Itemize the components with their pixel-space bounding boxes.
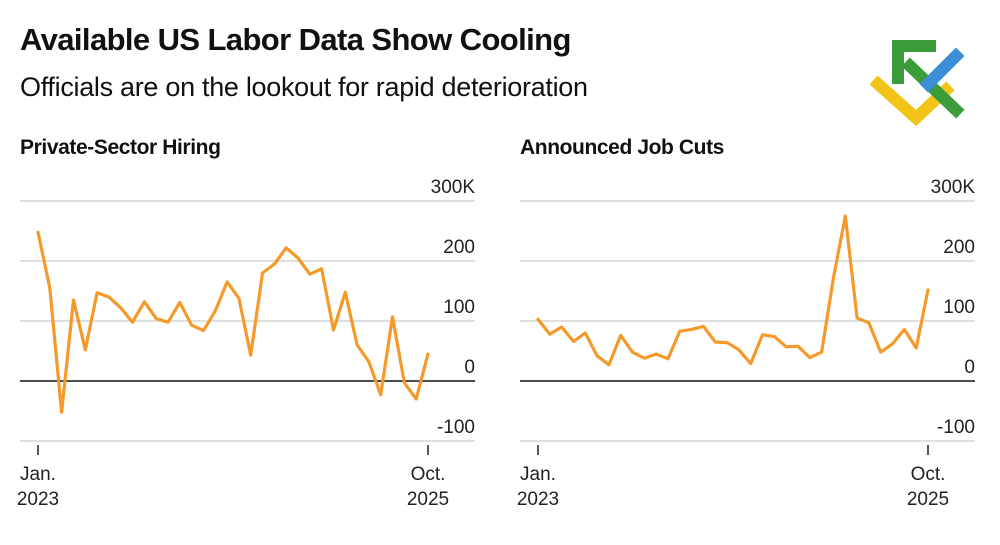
y-tick-label: 100 bbox=[443, 297, 475, 318]
y-tick-label: 100 bbox=[943, 297, 975, 318]
private-hiring-title: Private-Sector Hiring bbox=[20, 136, 221, 159]
y-tick-label: -100 bbox=[437, 417, 475, 438]
x-start-month-label: Jan. bbox=[520, 464, 556, 485]
x-start-month-label: Jan. bbox=[20, 464, 56, 485]
brand-logo bbox=[870, 40, 965, 127]
job-cuts-panel: Announced Job Cuts 300K 200 100 0 -100 Jan. 20… bbox=[517, 130, 1000, 540]
x-start-year-label: 2023 bbox=[517, 489, 559, 510]
chart-subtitle: Officials are on the lookout for rapid d… bbox=[20, 72, 588, 102]
x-end-month-label: Oct. bbox=[911, 464, 946, 485]
x-end-year-label: 2025 bbox=[407, 489, 449, 510]
chart-title: Available US Labor Data Show Cooling bbox=[20, 22, 571, 57]
y-tick-label: 300K bbox=[931, 177, 976, 198]
x-start-year-label: 2023 bbox=[17, 489, 59, 510]
logo-yellow-chevron bbox=[870, 75, 955, 127]
logo-green-diagonal bbox=[901, 57, 965, 119]
y-tick-label: 200 bbox=[943, 237, 975, 258]
job-cuts-chart: 300K 200 100 0 -100 Jan. 2023 Oct. 2025 bbox=[517, 177, 976, 510]
x-end-year-label: 2025 bbox=[907, 489, 949, 510]
private-hiring-chart: 300K 200 100 0 -100 Jan. 2023 Oct. 2025 bbox=[17, 177, 476, 510]
logo-blue-diagonal bbox=[919, 47, 965, 93]
series-line bbox=[536, 214, 930, 367]
y-tick-label: 200 bbox=[443, 237, 475, 258]
y-tick-label: 0 bbox=[464, 357, 475, 378]
series-line bbox=[36, 230, 430, 414]
y-tick-label: -100 bbox=[937, 417, 975, 438]
private-hiring-panel: Private-Sector Hiring 300K 200 100 0 -100 Jan… bbox=[17, 130, 500, 540]
y-tick-label: 300K bbox=[431, 177, 476, 198]
logo-green-mark bbox=[892, 40, 936, 84]
y-tick-label: 0 bbox=[964, 357, 975, 378]
job-cuts-title: Announced Job Cuts bbox=[520, 136, 724, 159]
x-end-month-label: Oct. bbox=[411, 464, 446, 485]
